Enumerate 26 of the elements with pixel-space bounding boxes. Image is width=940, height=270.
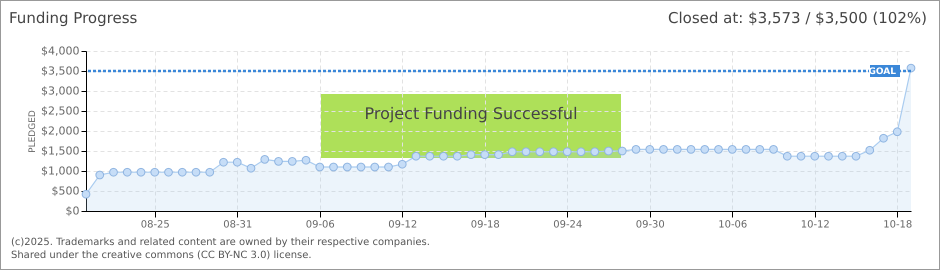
x-tick-label: 08-31: [223, 220, 252, 230]
x-tick-label: 09-30: [636, 220, 665, 230]
y-tick-label: $4,000: [41, 44, 80, 58]
x-tick-label: 08-25: [140, 220, 170, 230]
ref-line-label: GOAL: [868, 67, 896, 77]
annotation: Project Funding Successful: [363, 103, 579, 125]
y-axis-title: PLEDGED: [28, 110, 38, 153]
y-tick-label: $1,000: [41, 164, 80, 178]
y-tick-label: $3,500: [41, 64, 80, 78]
text: (c)2025. Trademarks and related content are owned by their respective companies.: [11, 237, 430, 248]
x-tick-label: 10-06: [718, 220, 748, 230]
x-tick-label: 09-12: [388, 220, 418, 230]
x-tick-label: 10-18: [883, 220, 912, 230]
x-tick-label: 10-12: [800, 220, 830, 230]
y-tick-label: $2,000: [41, 124, 80, 138]
x-tick-label: 09-06: [306, 220, 335, 230]
x-tick-label: 09-24: [553, 220, 582, 230]
text: Shared under the creative commons (CC BY-NC 3.0) license.: [11, 250, 312, 261]
y-tick-label: $0: [66, 204, 80, 218]
y-tick-label: $3,000: [41, 84, 80, 98]
chart-subtitle: Closed at: $3,573 / $3,500 (102%): [668, 9, 927, 27]
chart-title: Funding Progress: [9, 9, 138, 27]
y-tick-label: $1,500: [41, 144, 80, 158]
y-tick-label: $500: [52, 184, 80, 198]
y-tick-label: $2,500: [41, 104, 80, 118]
x-tick-label: 09-18: [470, 220, 500, 230]
